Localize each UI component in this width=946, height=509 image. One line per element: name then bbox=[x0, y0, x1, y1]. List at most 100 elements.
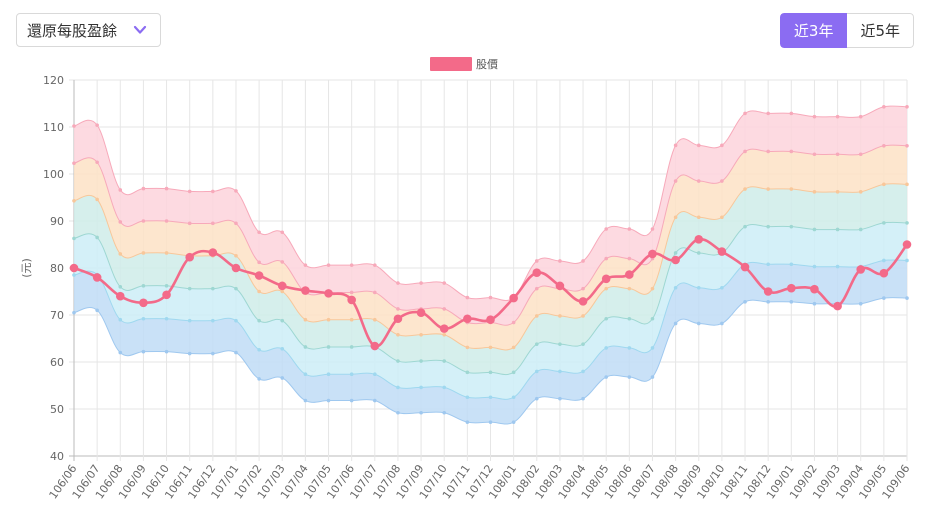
band-point bbox=[419, 332, 423, 337]
y-tick-label: 120 bbox=[43, 74, 64, 87]
band-point bbox=[326, 263, 331, 267]
band-point bbox=[882, 182, 886, 187]
band-point bbox=[95, 160, 99, 165]
band-point bbox=[303, 345, 308, 349]
band-point bbox=[789, 224, 794, 229]
band-point bbox=[812, 264, 817, 269]
range-5y-button[interactable]: 近5年 bbox=[847, 13, 914, 48]
band-point bbox=[882, 258, 886, 263]
band-point bbox=[743, 111, 747, 116]
band-point bbox=[280, 260, 285, 264]
price-point bbox=[347, 295, 356, 305]
band-point bbox=[118, 220, 123, 224]
band-point bbox=[442, 307, 447, 311]
band-point bbox=[257, 230, 261, 235]
price-point bbox=[162, 290, 171, 300]
band-point bbox=[488, 345, 493, 350]
price-point bbox=[254, 271, 264, 280]
band-point bbox=[118, 252, 123, 256]
price-point bbox=[439, 324, 449, 333]
range-3y-button[interactable]: 近3年 bbox=[779, 13, 848, 48]
band-point bbox=[349, 398, 354, 403]
band-point bbox=[650, 316, 655, 321]
price-point bbox=[509, 293, 518, 303]
band-point bbox=[488, 295, 493, 300]
price-point bbox=[463, 314, 472, 324]
band-point bbox=[604, 256, 608, 261]
metric-selector[interactable]: 還原每股盈餘 bbox=[16, 13, 161, 47]
band-point bbox=[280, 318, 285, 323]
band-point bbox=[164, 186, 169, 191]
band-point bbox=[581, 369, 585, 374]
band-point bbox=[488, 420, 493, 424]
band-point bbox=[488, 370, 493, 375]
band-point bbox=[164, 316, 169, 321]
band-point bbox=[373, 290, 377, 295]
band-point bbox=[534, 259, 539, 263]
band-point bbox=[534, 286, 539, 291]
band-point bbox=[234, 286, 238, 291]
band-point bbox=[882, 296, 886, 300]
y-tick-label: 110 bbox=[43, 121, 64, 134]
band-point bbox=[280, 376, 285, 380]
band-point bbox=[118, 317, 123, 322]
legend-label: 股價 bbox=[476, 57, 498, 71]
metric-selector-label: 還原每股盈餘 bbox=[27, 21, 118, 40]
band-point bbox=[211, 221, 215, 226]
band-point bbox=[766, 224, 770, 229]
band-point bbox=[442, 332, 447, 337]
band-point bbox=[673, 143, 678, 148]
band-point bbox=[118, 285, 123, 289]
band-point bbox=[72, 161, 76, 165]
band-point bbox=[905, 296, 909, 300]
band-point bbox=[303, 317, 308, 322]
band-point bbox=[627, 227, 632, 231]
band-point bbox=[326, 398, 331, 403]
band-point bbox=[812, 190, 817, 194]
price-point bbox=[740, 262, 750, 272]
price-point bbox=[555, 281, 565, 291]
band-area bbox=[74, 106, 907, 326]
band-point bbox=[303, 398, 308, 403]
band-point bbox=[558, 342, 562, 346]
band-point bbox=[766, 111, 770, 116]
band-point bbox=[396, 332, 400, 337]
price-point bbox=[694, 235, 704, 244]
band-point bbox=[720, 215, 724, 220]
price-point bbox=[393, 314, 403, 324]
band-point bbox=[696, 143, 701, 148]
band-point bbox=[627, 256, 632, 261]
band-point bbox=[905, 182, 909, 187]
band-point bbox=[835, 190, 840, 194]
band-point bbox=[257, 260, 261, 265]
band-point bbox=[72, 273, 76, 277]
band-point bbox=[141, 316, 146, 321]
band-point bbox=[211, 286, 215, 291]
price-point bbox=[277, 281, 287, 291]
band-point bbox=[234, 350, 238, 355]
band-point bbox=[234, 189, 238, 193]
band-point bbox=[349, 317, 354, 322]
band-point bbox=[789, 149, 794, 154]
band-point bbox=[627, 286, 632, 291]
band-point bbox=[187, 221, 192, 226]
band-point bbox=[187, 286, 192, 291]
price-point bbox=[115, 291, 125, 301]
band-point bbox=[858, 301, 863, 306]
band-point bbox=[141, 186, 146, 191]
band-point bbox=[858, 114, 863, 119]
price-point bbox=[902, 240, 912, 249]
band-point bbox=[882, 104, 886, 109]
band-point bbox=[673, 179, 678, 183]
band-point bbox=[511, 320, 516, 325]
band-point bbox=[95, 308, 99, 313]
price-point bbox=[578, 297, 588, 306]
band-point bbox=[696, 179, 701, 183]
band-point bbox=[72, 124, 76, 128]
band-point bbox=[789, 262, 794, 267]
band-point bbox=[72, 236, 76, 241]
band-point bbox=[720, 285, 724, 290]
band-point bbox=[419, 359, 423, 363]
y-tick-label: 100 bbox=[43, 168, 64, 181]
band-point bbox=[257, 289, 261, 294]
